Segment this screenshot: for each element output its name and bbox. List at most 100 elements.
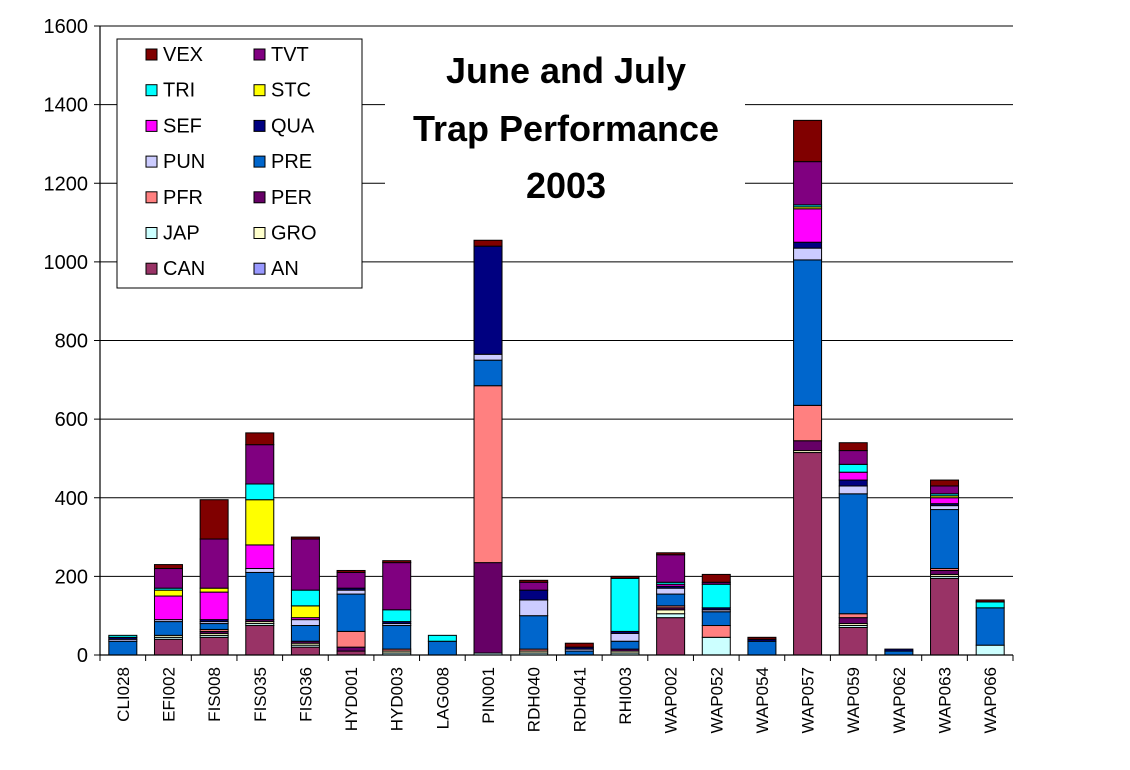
bar-stack-wap063 — [930, 479, 960, 656]
bar-segment-vex — [793, 119, 823, 163]
bar-segment-pre — [336, 593, 366, 632]
legend-swatch — [145, 191, 158, 204]
legend-label: PFR — [163, 187, 203, 209]
bar-segment-pun — [245, 568, 275, 573]
bar-stack-efi002 — [153, 564, 183, 656]
bar-segment-tri — [427, 634, 457, 642]
chart-title-line: 2003 — [526, 165, 606, 206]
legend-swatch — [253, 191, 266, 204]
bar-segment-vex — [747, 636, 777, 640]
legend-label: PER — [271, 187, 312, 209]
y-tick-label: 400 — [55, 488, 88, 510]
bar-stack-hyd001 — [336, 569, 366, 656]
legend-label: TVT — [271, 44, 309, 66]
bar-segment-vex — [336, 569, 366, 573]
legend-swatch — [253, 155, 266, 168]
bar-segment-pfr — [701, 625, 731, 638]
bar-segment-pun — [473, 353, 503, 361]
bar-segment-can — [199, 636, 229, 656]
bar-segment-pfr — [793, 404, 823, 442]
bar-segment-pre — [473, 359, 503, 387]
bar-stack-wap052 — [701, 573, 731, 656]
bar-segment-pun — [610, 632, 640, 642]
bar-segment-stc — [153, 589, 183, 597]
bar-segment-pre — [153, 621, 183, 636]
bar-segment-qua — [519, 589, 549, 601]
legend-item-can: CAN — [145, 258, 205, 280]
legend-swatch — [253, 227, 266, 239]
bar-segment-tri — [290, 589, 320, 607]
bar-segment-can — [656, 617, 686, 656]
y-tick-label: 800 — [55, 331, 88, 353]
bar-segment-pre — [656, 593, 686, 607]
legend-item-sef: SEF — [145, 115, 202, 137]
bar-segment-stc — [245, 499, 275, 546]
bar-segment-pre — [199, 623, 229, 630]
legend-label: PUN — [163, 151, 205, 173]
bar-segment-tvt — [290, 538, 320, 591]
bar-segment-vex — [199, 499, 229, 540]
bar-segment-qua — [473, 245, 503, 355]
bar-segment-pfr — [473, 385, 503, 564]
bar-segment-tri — [108, 634, 138, 638]
legend-swatch — [145, 119, 158, 132]
bar-segment-can — [930, 577, 960, 656]
legend-swatch — [145, 84, 158, 97]
bar-segment-tvt — [930, 485, 960, 495]
legend-item-pre: PRE — [253, 151, 312, 173]
bar-stack-fis035 — [245, 432, 275, 656]
bar-segment-vex — [930, 479, 960, 487]
x-tick-label: FIS036 — [296, 667, 315, 722]
bar-segment-qua — [793, 241, 823, 249]
legend-item-jap: JAP — [145, 223, 200, 245]
x-tick-label: RDH041 — [570, 667, 589, 732]
legend-swatch — [145, 227, 158, 239]
bar-segment-tvt — [336, 571, 366, 589]
bar-segment-tvt — [245, 444, 275, 485]
bar-segment-gro — [656, 609, 686, 615]
bar-segment-vex — [290, 536, 320, 540]
x-tick-label: WAP054 — [753, 667, 772, 733]
bar-segment-tri — [245, 483, 275, 501]
bar-segment-vex — [656, 552, 686, 556]
bar-segment-can — [290, 646, 320, 656]
bar-segment-pre — [290, 625, 320, 642]
bar-segment-sef — [199, 591, 229, 621]
x-tick-label: WAP052 — [707, 667, 726, 733]
legend-swatch — [253, 119, 266, 132]
x-tick-label: WAP066 — [981, 667, 1000, 733]
bar-segment-tri — [701, 583, 731, 609]
bar-segment-jap — [975, 644, 1005, 656]
bar-segment-pre — [838, 493, 868, 615]
bar-segment-per — [838, 617, 868, 625]
y-tick-label: 600 — [55, 409, 88, 431]
legend-item-stc: STC — [253, 80, 311, 102]
chart-title: June and July Trap Performance 2003 — [385, 40, 745, 210]
x-tick-label: RHI003 — [616, 667, 635, 725]
legend-item-tri: TRI — [145, 80, 195, 102]
bar-segment-pre — [610, 640, 640, 650]
x-tick-label: WAP063 — [936, 667, 955, 733]
bar-segment-pre — [382, 625, 412, 650]
bar-segment-vex — [610, 575, 640, 579]
x-tick-label: LAG008 — [433, 667, 452, 729]
bar-stack-fis036 — [290, 536, 320, 656]
legend-item-per: PER — [253, 187, 312, 209]
x-tick-label: HYD001 — [342, 667, 361, 731]
x-tick-label: WAP057 — [799, 667, 818, 733]
bar-segment-tvt — [382, 562, 412, 611]
bar-segment-pun — [290, 619, 320, 627]
x-tick-label: CLI028 — [114, 667, 133, 722]
bar-segment-tvt — [153, 568, 183, 589]
y-tick-label: 1000 — [44, 252, 89, 274]
x-tick-label: WAP062 — [890, 667, 909, 733]
bar-segment-vex — [838, 442, 868, 452]
legend-swatch — [253, 84, 266, 97]
legend-label: TRI — [163, 80, 195, 102]
bar-segment-per — [793, 440, 823, 452]
title-background — [385, 40, 745, 210]
legend-item-vex: VEX — [145, 44, 203, 66]
legend-label: CAN — [163, 258, 205, 280]
x-tick-labels: CLI028 EFI002 FIS008 FIS035 FIS036 HYD001 HYD0… — [114, 667, 1000, 733]
bar-segment-vex — [473, 239, 503, 247]
